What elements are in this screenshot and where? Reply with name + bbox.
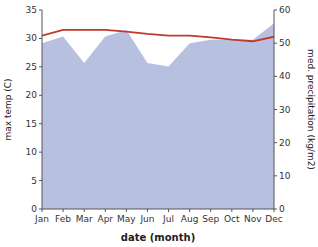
y-tick bbox=[39, 209, 42, 210]
axes: JanFebMarAprMayJunJulAugSepOctNovDec0510… bbox=[26, 5, 291, 224]
y-tick bbox=[39, 95, 42, 96]
y2-tick bbox=[274, 209, 277, 210]
x-tick bbox=[63, 209, 64, 212]
y-tick bbox=[39, 66, 42, 67]
y-tick bbox=[39, 123, 42, 124]
x-tick-label: Oct bbox=[224, 214, 240, 224]
x-tick-label: Jun bbox=[139, 214, 154, 224]
x-tick-label: Aug bbox=[181, 214, 199, 224]
x-tick-label: May bbox=[117, 214, 136, 224]
y2-axis-label: med. precipitation (kg/m2) bbox=[306, 49, 316, 170]
x-tick-label: Jul bbox=[162, 214, 174, 224]
x-tick bbox=[252, 209, 253, 212]
y-axis-line bbox=[42, 10, 43, 209]
y2-tick-label: 0 bbox=[279, 204, 285, 214]
x-tick bbox=[189, 209, 190, 212]
y-tick-label: 0 bbox=[31, 204, 37, 214]
y2-tick-label: 60 bbox=[279, 5, 291, 15]
x-tick-label: Apr bbox=[97, 214, 113, 224]
x-tick-label: Feb bbox=[55, 214, 71, 224]
y2-tick-label: 30 bbox=[279, 105, 291, 115]
x-tick bbox=[105, 209, 106, 212]
x-tick bbox=[210, 209, 211, 212]
y-tick-label: 35 bbox=[26, 5, 37, 15]
x-tick-label: Jan bbox=[34, 214, 49, 224]
x-tick bbox=[168, 209, 169, 212]
x-tick-label: Sep bbox=[202, 214, 219, 224]
x-tick-label: Mar bbox=[76, 214, 93, 224]
y-tick bbox=[39, 10, 42, 11]
y-tick-label: 25 bbox=[26, 62, 37, 72]
x-tick bbox=[84, 209, 85, 212]
y2-tick bbox=[274, 142, 277, 143]
x-axis-label: date (month) bbox=[121, 232, 195, 243]
x-tick-label: Nov bbox=[244, 214, 262, 224]
y2-tick-label: 40 bbox=[279, 71, 291, 81]
y2-tick bbox=[274, 76, 277, 77]
y-tick bbox=[39, 180, 42, 181]
y-tick-label: 20 bbox=[26, 90, 38, 100]
x-axis-line bbox=[42, 209, 274, 210]
x-tick-label: Dec bbox=[265, 214, 282, 224]
y-tick-label: 30 bbox=[26, 33, 38, 43]
y2-tick-label: 50 bbox=[279, 38, 291, 48]
y-tick-label: 10 bbox=[26, 147, 38, 157]
y2-tick bbox=[274, 175, 277, 176]
y2-tick bbox=[274, 10, 277, 11]
y2-tick-label: 10 bbox=[279, 171, 291, 181]
precipitation-area bbox=[42, 23, 274, 209]
y-tick bbox=[39, 38, 42, 39]
y2-tick bbox=[274, 109, 277, 110]
y-tick-label: 15 bbox=[26, 119, 37, 129]
y-tick bbox=[39, 152, 42, 153]
y2-tick-label: 20 bbox=[279, 138, 291, 148]
x-tick bbox=[126, 209, 127, 212]
y-tick-label: 5 bbox=[31, 176, 37, 186]
plot-area bbox=[42, 23, 274, 209]
y2-tick bbox=[274, 43, 277, 44]
y-axis-label: max temp (C) bbox=[3, 78, 13, 140]
x-tick bbox=[147, 209, 148, 212]
temperature-line bbox=[42, 30, 274, 41]
x-tick bbox=[231, 209, 232, 212]
chart: JanFebMarAprMayJunJulAugSepOctNovDec0510… bbox=[0, 0, 318, 247]
